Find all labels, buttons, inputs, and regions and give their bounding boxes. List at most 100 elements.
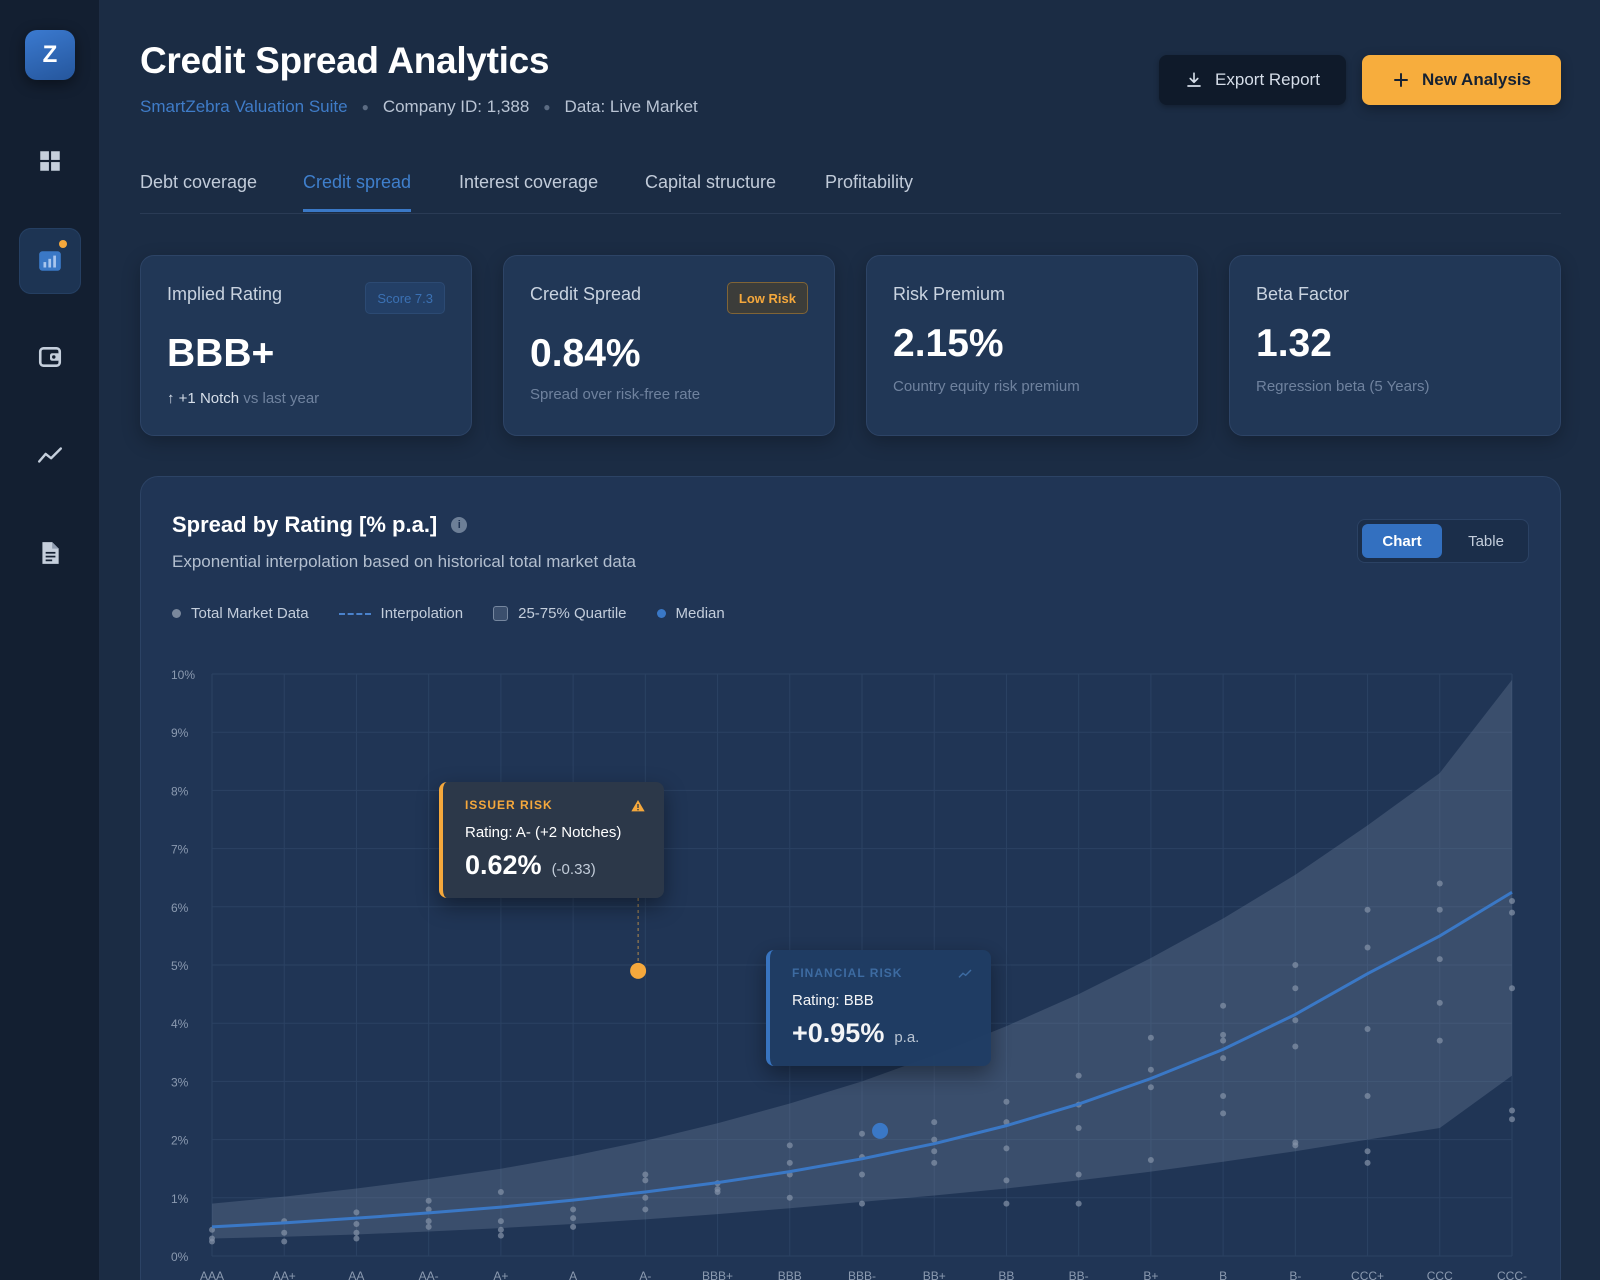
x-tick-label: BB xyxy=(998,1269,1014,1280)
tab-credit-spread[interactable]: Credit spread xyxy=(303,172,412,212)
tooltip-value-number: +0.95% xyxy=(792,1018,885,1048)
y-tick-label: 4% xyxy=(171,1017,189,1031)
market-data-point xyxy=(931,1119,938,1126)
legend-dot-marker xyxy=(172,609,181,618)
nav-wallet[interactable] xyxy=(19,324,81,390)
y-tick-label: 1% xyxy=(171,1192,189,1206)
x-tick-label: B xyxy=(1219,1269,1227,1280)
document-icon xyxy=(42,542,59,564)
market-data-point xyxy=(1436,906,1443,913)
new-analysis-label: New Analysis xyxy=(1422,70,1531,89)
page-title: Credit Spread Analytics xyxy=(140,40,550,81)
market-data-point xyxy=(786,1159,793,1166)
kpi-card-risk-premium: Risk Premium 2.15% Country equity risk p… xyxy=(866,255,1198,436)
y-tick-label: 7% xyxy=(171,843,189,857)
x-tick-label: BBB- xyxy=(848,1269,876,1280)
x-tick-label: A+ xyxy=(493,1269,508,1280)
quartile-band xyxy=(212,679,1512,1239)
meta-separator: ● xyxy=(361,100,369,114)
x-tick-label: CCC+ xyxy=(1351,1269,1384,1280)
x-tick-label: AA+ xyxy=(273,1269,296,1280)
tooltip-value-number: 0.62% xyxy=(465,850,542,880)
legend-label: Interpolation xyxy=(380,605,464,622)
market-data-point xyxy=(425,1206,432,1213)
new-analysis-button[interactable]: New Analysis xyxy=(1362,55,1561,105)
y-tick-label: 3% xyxy=(171,1075,189,1089)
kpi-subtext: Regression beta (5 Years) xyxy=(1256,378,1430,395)
market-data-point xyxy=(1147,1066,1154,1073)
tab-debt-coverage[interactable]: Debt coverage xyxy=(140,172,258,192)
market-data-point xyxy=(497,1232,504,1239)
tooltip-value: +0.95% p.a. xyxy=(792,1018,919,1049)
kpi-value: BBB+ xyxy=(167,332,275,375)
market-data-point xyxy=(931,1159,938,1166)
y-tick-label: 0% xyxy=(171,1250,189,1264)
view-toggle: Chart Table xyxy=(1357,519,1529,563)
interpolation-line xyxy=(211,890,1513,1229)
market-data-point xyxy=(1220,1110,1227,1117)
panel-title: Spread by Rating [% p.a.] i xyxy=(172,512,468,538)
market-data-point xyxy=(353,1220,360,1227)
suite-link[interactable]: SmartZebra Valuation Suite xyxy=(140,97,348,116)
market-data-point xyxy=(1364,1159,1371,1166)
legend-item[interactable]: Median xyxy=(656,605,725,622)
market-data-point xyxy=(1003,1145,1010,1152)
market-data-point xyxy=(1220,1055,1227,1062)
kpi-value: 0.84% xyxy=(530,332,641,375)
risk-badge: Low Risk xyxy=(726,282,808,314)
market-data-point xyxy=(1075,1171,1082,1178)
notification-dot xyxy=(59,240,67,248)
market-data-point xyxy=(786,1142,793,1149)
chart-view-button[interactable]: Chart xyxy=(1362,524,1442,558)
market-data-point xyxy=(931,1148,938,1155)
info-icon[interactable]: i xyxy=(451,517,468,533)
kpi-card-implied-rating: Implied Rating Score 7.3 BBB+ ↑ +1 Notch… xyxy=(140,255,472,436)
market-data-point xyxy=(1292,962,1299,968)
kpi-label: Credit Spread xyxy=(530,284,642,304)
company-id: Company ID: 1,388 xyxy=(382,97,530,116)
x-tick-label: B+ xyxy=(1143,1269,1158,1280)
market-data-point xyxy=(1075,1200,1082,1207)
app-logo[interactable]: Z xyxy=(25,30,75,80)
legend-item[interactable]: 25-75% Quartile xyxy=(493,605,627,622)
market-data-point xyxy=(353,1235,360,1242)
market-data-point xyxy=(1220,1037,1227,1044)
tab-capital-structure[interactable]: Capital structure xyxy=(645,172,777,192)
arrow-up-icon: ↑ xyxy=(167,390,175,407)
financial-risk-tooltip: FINANCIAL RISK Rating: BBB +0.95% p.a. xyxy=(766,950,991,1066)
nav-trends[interactable] xyxy=(19,422,81,488)
market-data-point xyxy=(1364,1092,1371,1099)
nav-documents[interactable] xyxy=(19,520,81,586)
legend-item[interactable]: Total Market Data xyxy=(172,605,309,622)
market-data-point xyxy=(859,1130,865,1137)
tab-profitability[interactable]: Profitability xyxy=(825,172,914,192)
y-tick-label: 5% xyxy=(171,959,189,973)
legend-item[interactable]: Interpolation xyxy=(338,605,464,622)
page-meta: SmartZebra Valuation Suite ● Company ID:… xyxy=(140,97,698,117)
kpi-value: 1.32 xyxy=(1256,322,1332,365)
panel-title-text: Spread by Rating [% p.a.] xyxy=(172,512,438,537)
tab-interest-coverage[interactable]: Interest coverage xyxy=(459,172,599,192)
table-view-button[interactable]: Table xyxy=(1468,532,1504,550)
legend-dash-marker xyxy=(338,612,371,615)
market-data-point xyxy=(1292,1017,1299,1024)
y-tick-label: 8% xyxy=(171,784,189,798)
nav-dashboard[interactable] xyxy=(19,128,81,194)
market-data-point xyxy=(497,1218,504,1225)
export-report-button[interactable]: Export Report xyxy=(1159,55,1346,105)
spread-chart: 0%1%2%3%4%5%6%7%8%9%10%AAA AA+ AA AA- A+ A A- B… xyxy=(171,668,1527,1280)
market-data-point xyxy=(931,1136,938,1143)
market-data-point xyxy=(859,1171,865,1178)
market-data-point xyxy=(1003,1098,1010,1105)
chart-panel: Spread by Rating [% p.a.] i Exponential … xyxy=(140,476,1561,1280)
nav-analytics[interactable] xyxy=(19,228,81,294)
legend-box-marker xyxy=(493,606,509,621)
kpi-subtext: Country equity risk premium xyxy=(893,378,1080,395)
market-data-point xyxy=(1364,1026,1371,1033)
market-data-point xyxy=(1364,906,1371,913)
market-data-point xyxy=(1003,1200,1010,1207)
y-tick-label: 6% xyxy=(171,901,189,915)
kpi-label: Risk Premium xyxy=(893,284,1006,304)
market-data-point xyxy=(570,1215,577,1222)
market-data-point xyxy=(1436,880,1443,887)
